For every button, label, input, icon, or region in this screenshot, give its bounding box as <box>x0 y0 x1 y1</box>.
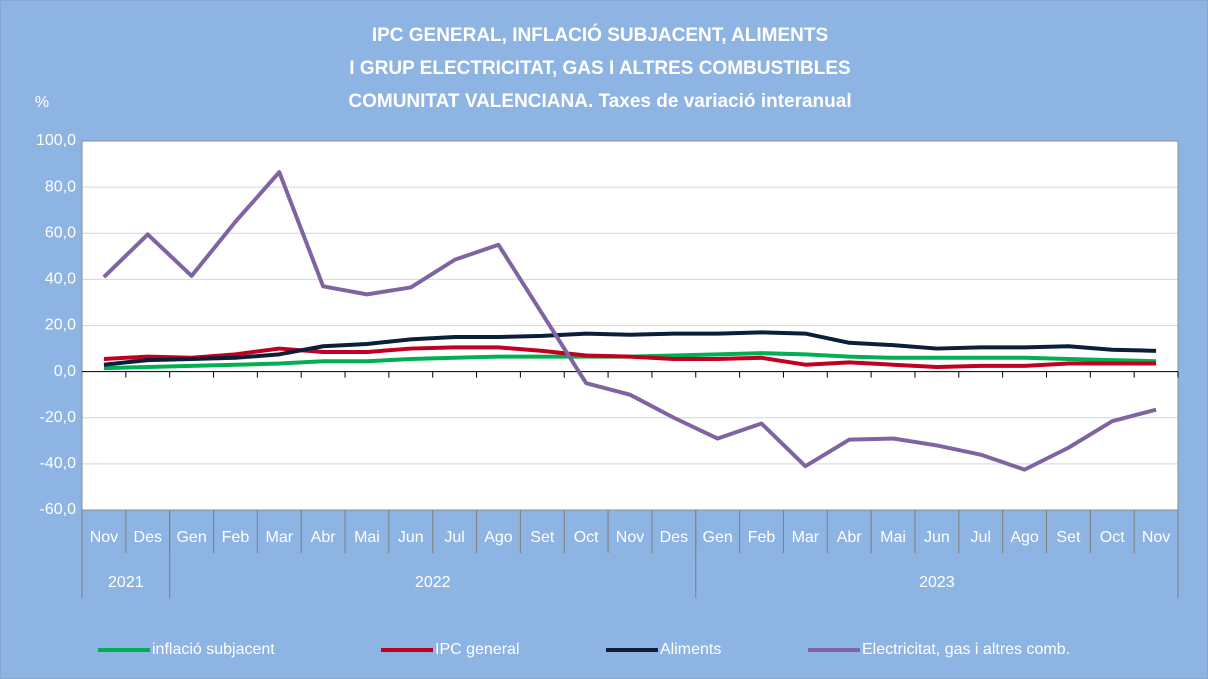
group-label: 2021 <box>108 574 144 591</box>
legend-label: Electricitat, gas i altres comb. <box>862 641 1070 658</box>
y-tick-label: 60,0 <box>45 224 76 241</box>
x-tick-label: Mar <box>792 529 820 546</box>
x-tick-label: Set <box>530 529 555 546</box>
series-line <box>103 330 1157 367</box>
y-tick-label: 20,0 <box>45 317 76 334</box>
legend-label: IPC general <box>435 641 520 658</box>
x-tick-label: Des <box>134 529 162 546</box>
x-tick-label: Ago <box>1010 529 1039 546</box>
x-tick-label: Nov <box>616 529 644 546</box>
y-tick-label: 100,0 <box>36 132 76 149</box>
x-tick-label: Nov <box>1142 529 1170 546</box>
x-tick-label: Jul <box>970 529 990 546</box>
x-tick-label: Jun <box>398 529 424 546</box>
x-tick-label: Gen <box>176 529 206 546</box>
x-tick-label: Oct <box>574 529 599 546</box>
x-tick-label: Oct <box>1100 529 1125 546</box>
x-tick-label: Jul <box>444 529 464 546</box>
x-tick-label: Feb <box>748 529 776 546</box>
x-tick-label: Abr <box>311 529 337 546</box>
x-tick-label: Jun <box>924 529 950 546</box>
x-tick-label: Mai <box>354 529 380 546</box>
plot-border <box>81 140 1179 511</box>
x-tick-label: Feb <box>222 529 250 546</box>
x-tick-label: Gen <box>703 529 733 546</box>
x-tick-label: Mai <box>880 529 906 546</box>
y-tick-label: -20,0 <box>40 409 77 426</box>
y-tick-label: 80,0 <box>45 178 76 195</box>
x-tick-label: Nov <box>90 529 118 546</box>
chart-title: IPC GENERAL, INFLACIÓ SUBJACENT, ALIMENT… <box>372 24 828 46</box>
legend-label: inflació subjacent <box>152 641 275 658</box>
series-line <box>102 170 1157 472</box>
series-line <box>103 345 1157 370</box>
group-label: 2023 <box>919 574 955 591</box>
x-tick-label: Mar <box>265 529 293 546</box>
y-axis-label: % <box>35 94 49 111</box>
y-tick-label: 0,0 <box>54 363 76 380</box>
y-tick-label: -40,0 <box>40 455 77 472</box>
legend-label: Aliments <box>660 641 721 658</box>
y-tick-label: 40,0 <box>45 271 76 288</box>
x-tick-label: Des <box>660 529 688 546</box>
x-tick-label: Abr <box>837 529 863 546</box>
x-tick-label: Ago <box>484 529 513 546</box>
x-tick-label: Set <box>1056 529 1081 546</box>
chart-title: COMUNITAT VALENCIANA. Taxes de variació … <box>348 91 851 112</box>
chart-title: I GRUP ELECTRICITAT, GAS I ALTRES COMBUS… <box>349 58 850 79</box>
y-tick-label: -60,0 <box>40 501 77 518</box>
group-label: 2022 <box>415 574 451 591</box>
